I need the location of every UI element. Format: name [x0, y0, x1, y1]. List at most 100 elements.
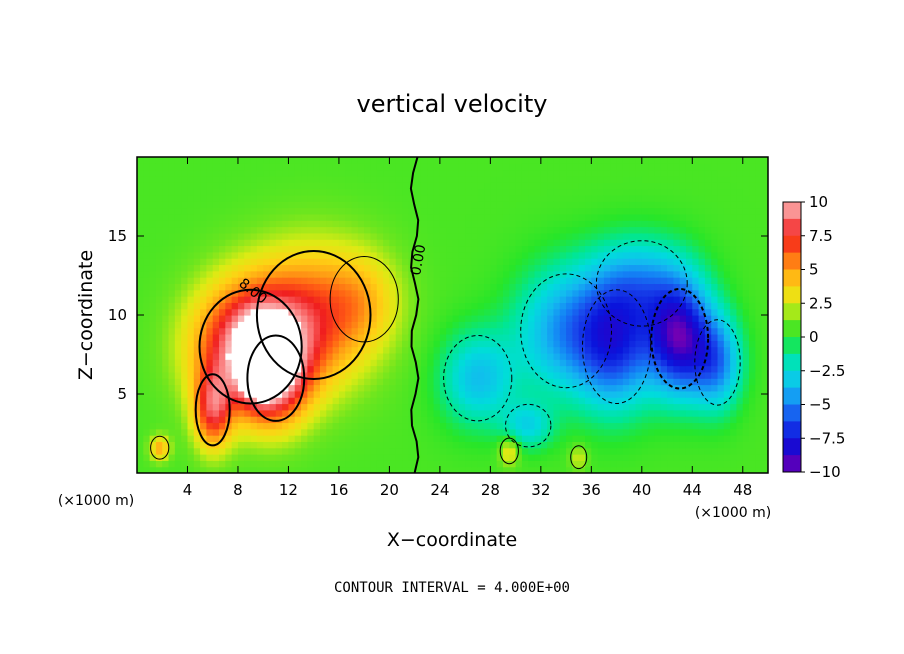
- field-cell: [572, 447, 580, 455]
- field-cell: [490, 365, 498, 373]
- field-cell: [219, 270, 226, 278]
- field-cell: [749, 207, 756, 215]
- field-cell: [698, 220, 706, 228]
- field-cell: [351, 409, 359, 417]
- field-cell: [414, 359, 422, 367]
- field-cell: [515, 321, 523, 329]
- field-cell: [641, 251, 649, 259]
- field-cell: [263, 188, 271, 196]
- field-cell: [357, 352, 365, 360]
- field-cell: [370, 213, 378, 221]
- field-cell: [446, 352, 454, 360]
- field-cell: [250, 409, 258, 417]
- field-cell: [395, 327, 403, 335]
- field-cell: [168, 359, 176, 367]
- field-cell: [547, 194, 555, 202]
- field-cell: [667, 251, 674, 259]
- field-cell: [351, 188, 359, 196]
- field-cell: [345, 428, 353, 436]
- field-cell: [181, 435, 189, 442]
- field-cell: [237, 194, 245, 202]
- field-cell: [345, 157, 353, 164]
- field-cell: [452, 422, 460, 430]
- field-cell: [383, 384, 390, 392]
- field-cell: [749, 169, 756, 177]
- field-cell: [749, 359, 756, 367]
- field-cell: [540, 175, 548, 183]
- field-cell: [629, 327, 637, 335]
- field-cell: [168, 403, 176, 411]
- field-cell: [206, 207, 214, 215]
- field-cell: [521, 340, 529, 348]
- field-cell: [591, 416, 599, 424]
- field-cell: [465, 296, 473, 303]
- field-cell: [288, 188, 296, 196]
- field-cell: [616, 460, 624, 468]
- field-cell: [206, 163, 214, 171]
- field-cell: [225, 201, 233, 209]
- field-cell: [477, 409, 485, 417]
- field-cell: [509, 447, 517, 455]
- field-cell: [168, 460, 176, 468]
- field-cell: [660, 270, 668, 278]
- field-cell: [717, 201, 725, 209]
- field-cell: [660, 289, 668, 297]
- field-cell: [490, 232, 498, 240]
- field-cell: [509, 454, 517, 461]
- field-cell: [597, 245, 605, 253]
- field-cell: [679, 296, 687, 303]
- field-cell: [420, 232, 428, 240]
- field-cell: [433, 315, 441, 322]
- field-cell: [755, 359, 763, 367]
- field-cell: [654, 277, 662, 284]
- field-cell: [629, 340, 637, 348]
- field-cell: [313, 352, 321, 360]
- field-cell: [345, 378, 353, 386]
- field-cell: [206, 340, 214, 348]
- field-cell: [749, 226, 756, 234]
- field-cell: [578, 220, 586, 228]
- field-cell: [345, 346, 353, 354]
- field-cell: [736, 220, 744, 228]
- field-cell: [553, 454, 561, 461]
- field-cell: [408, 207, 416, 215]
- field-cell: [572, 302, 580, 310]
- field-cell: [648, 422, 656, 430]
- field-cell: [244, 245, 252, 253]
- field-cell: [502, 289, 510, 297]
- field-cell: [723, 163, 731, 171]
- field-cell: [566, 346, 573, 354]
- field-cell: [591, 296, 599, 303]
- field-cell: [326, 308, 334, 316]
- field-cell: [704, 403, 712, 411]
- field-cell: [244, 409, 252, 417]
- field-cell: [231, 213, 239, 221]
- field-cell: [471, 296, 479, 303]
- field-cell: [137, 163, 144, 171]
- field-cell: [351, 460, 359, 468]
- field-cell: [256, 188, 264, 196]
- field-cell: [200, 239, 208, 247]
- field-cell: [465, 365, 473, 373]
- field-cell: [660, 447, 668, 455]
- field-cell: [755, 378, 763, 386]
- field-cell: [338, 333, 346, 341]
- field-cell: [509, 308, 517, 316]
- field-cell: [439, 378, 447, 386]
- field-cell: [749, 258, 756, 266]
- field-cell: [755, 384, 763, 392]
- field-cell: [730, 220, 738, 228]
- field-cell: [509, 213, 517, 221]
- field-cell: [509, 245, 517, 253]
- field-cell: [692, 397, 700, 405]
- field-cell: [692, 296, 700, 303]
- field-cell: [433, 352, 441, 360]
- field-cell: [654, 352, 662, 360]
- field-cell: [263, 441, 271, 449]
- field-cell: [597, 403, 605, 411]
- field-cell: [761, 416, 768, 424]
- field-cell: [244, 428, 252, 436]
- field-cell: [502, 466, 510, 473]
- field-cell: [736, 422, 744, 430]
- field-cell: [509, 232, 517, 240]
